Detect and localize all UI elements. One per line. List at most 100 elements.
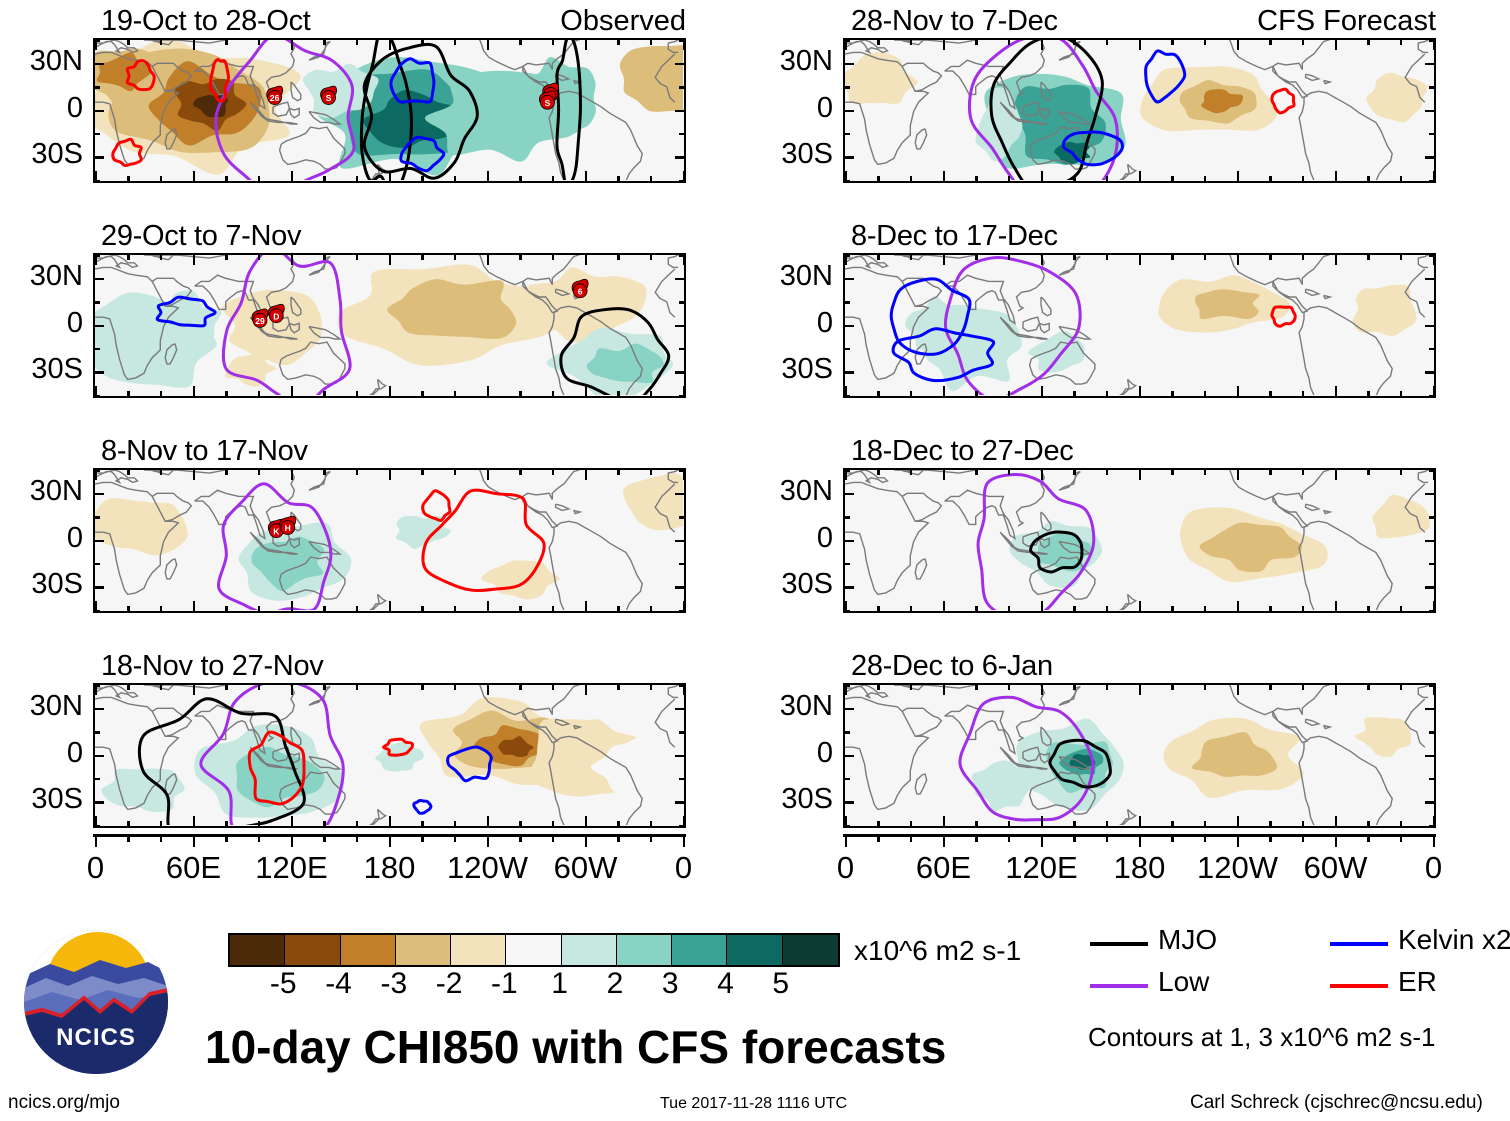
- y-tick: [843, 324, 854, 327]
- x-tick: [877, 821, 880, 828]
- x-tick: [486, 816, 489, 828]
- coastline: [845, 481, 930, 596]
- y-tick: [93, 156, 104, 159]
- y-tick: [93, 586, 104, 589]
- x-tick: [1073, 468, 1076, 475]
- x-tick: [844, 38, 847, 50]
- colorbar-tick-label: 2: [606, 967, 624, 1000]
- storm-marker: 29: [251, 308, 269, 328]
- x-tick: [1432, 171, 1435, 183]
- coastline: [151, 277, 193, 307]
- shading-blob: [1366, 72, 1428, 123]
- coastline: [894, 255, 1046, 312]
- coastline: [1038, 537, 1050, 549]
- x-tick: [1236, 38, 1239, 50]
- contour-line: [155, 295, 217, 328]
- x-tick: [682, 171, 685, 183]
- y-tick: [675, 324, 686, 327]
- coastline: [1058, 755, 1093, 770]
- storm-marker: 26: [266, 85, 284, 105]
- y-minor-tick: [679, 132, 686, 136]
- coastline: [95, 266, 180, 381]
- x-tick: [290, 253, 293, 265]
- x-tick: [290, 38, 293, 50]
- colorbar-swatch: [506, 935, 562, 965]
- storm-label: S: [326, 93, 332, 103]
- shading-blob: [845, 52, 918, 104]
- x-tick: [1105, 253, 1109, 260]
- x-tick: [1203, 468, 1207, 475]
- y-minor-tick: [1429, 731, 1436, 734]
- x-tick: [1007, 468, 1011, 475]
- x-tick: [225, 176, 228, 183]
- colorbar-units: x10^6 m2 s-1: [854, 935, 1022, 966]
- coastline: [1028, 771, 1096, 815]
- x-tick: [225, 468, 228, 475]
- x-tick: [1399, 606, 1403, 613]
- x-tick: [584, 386, 587, 398]
- y-minor-tick: [843, 562, 850, 566]
- y-tick: [1425, 801, 1436, 804]
- y-tick: [843, 277, 854, 281]
- coastline: [1118, 163, 1138, 180]
- x-tick: [617, 176, 620, 183]
- contour-layer: [155, 255, 671, 395]
- coastline: [654, 268, 676, 318]
- shading-layer: [971, 717, 1412, 812]
- shading-blob: [971, 760, 1030, 812]
- contour-line: [137, 697, 306, 825]
- colorbar-tick-label: -5: [269, 967, 297, 1000]
- x-tick: [1334, 816, 1337, 828]
- x-tick: [225, 253, 228, 260]
- x-tick: [127, 606, 130, 613]
- x-tick: [225, 683, 228, 690]
- coastline: [1058, 255, 1081, 276]
- coastline: [894, 685, 1046, 742]
- coastline: [1322, 724, 1333, 730]
- x-tick: [388, 601, 391, 613]
- x-tick: [1138, 171, 1141, 183]
- x-tick: [844, 816, 847, 828]
- contour-line: [891, 327, 996, 383]
- x-axis-tick: [323, 834, 326, 842]
- x-tick: [1301, 176, 1305, 183]
- x-tick: [942, 171, 945, 183]
- y-tick: [1425, 324, 1436, 327]
- x-tick: [159, 606, 163, 613]
- coastline: [249, 101, 298, 125]
- x-tick: [159, 38, 163, 45]
- legend-line: [1330, 984, 1388, 988]
- x-axis-tick: [388, 834, 391, 847]
- x-tick: [355, 391, 359, 398]
- coastline: [278, 341, 346, 385]
- y-tick-label: 0: [816, 91, 833, 124]
- x-tick: [682, 253, 685, 265]
- y-tick-label: 0: [66, 306, 83, 339]
- x-tick-label: 60E: [165, 850, 222, 885]
- y-tick: [93, 109, 104, 112]
- coastline: [368, 378, 388, 395]
- x-tick: [257, 683, 261, 690]
- y-minor-tick: [679, 777, 686, 781]
- coastline: [290, 726, 302, 747]
- coastline: [151, 707, 193, 737]
- x-tick: [1203, 683, 1207, 690]
- y-tick: [843, 586, 854, 589]
- contour-line: [1270, 305, 1297, 328]
- x-tick: [1040, 171, 1043, 183]
- coastline: [1040, 511, 1052, 532]
- x-tick: [421, 253, 424, 260]
- colorbar-swatch: [616, 935, 673, 965]
- x-tick: [1105, 38, 1109, 45]
- coastline: [1304, 718, 1321, 727]
- x-tick: [877, 606, 880, 613]
- x-axis-tick: [1334, 834, 1337, 847]
- panel-title: 8-Nov to 17-Nov: [101, 435, 308, 467]
- x-tick: [355, 176, 359, 183]
- x-tick-label: 120E: [255, 850, 328, 885]
- x-tick: [127, 391, 130, 398]
- y-tick-label: 30N: [779, 474, 833, 507]
- x-tick: [1105, 176, 1109, 183]
- contour-line: [1061, 130, 1124, 167]
- footer-site[interactable]: ncics.org/mjo: [8, 1092, 120, 1113]
